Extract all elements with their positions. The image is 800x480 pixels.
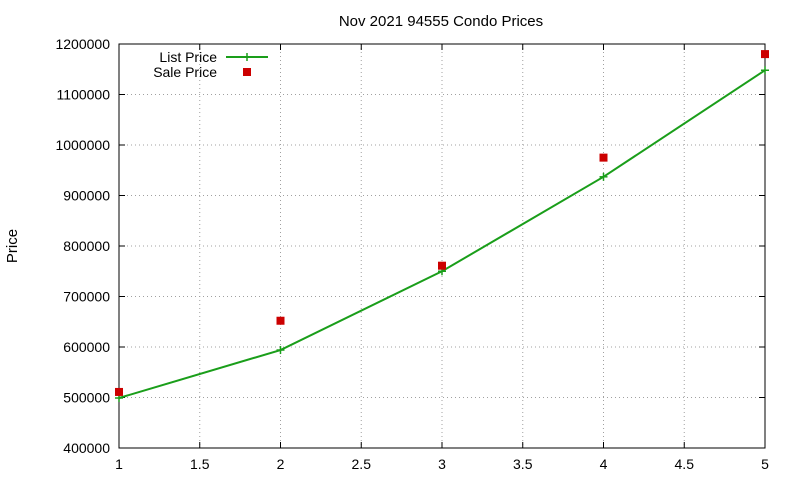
grid-lines (119, 44, 765, 448)
y-tick-label: 1100000 (57, 87, 111, 103)
sale-price-point (115, 387, 123, 396)
legend-cross-swatch (243, 53, 251, 61)
y-axis-label: Price (4, 229, 21, 263)
legend-square-swatch (243, 68, 251, 76)
sale-price-series (115, 50, 769, 396)
x-tick-label: 4.5 (675, 456, 695, 472)
list-price-point (276, 346, 285, 355)
x-tick-label: 1.5 (190, 456, 210, 472)
legend-item: Sale Price (153, 64, 251, 80)
y-tick-label: 700000 (63, 289, 110, 305)
x-tick-label: 1 (115, 456, 123, 472)
legend-item: List Price (159, 49, 268, 65)
x-tick-label: 4 (600, 456, 608, 472)
x-tick-label: 2 (277, 456, 285, 472)
list-price-point (761, 66, 769, 75)
y-tick-label: 900000 (63, 188, 110, 204)
y-tick-label: 600000 (63, 339, 110, 355)
y-tick-label: 1200000 (55, 36, 110, 52)
plot-frame (118, 43, 766, 449)
chart-title: Nov 2021 94555 Condo Prices (339, 13, 543, 30)
x-tick-label: 3 (438, 456, 446, 472)
x-tick-labels: 1 1.5 2 2.5 3 3.5 4 4.5 5 (115, 456, 769, 472)
sale-price-point (599, 153, 608, 162)
x-tick-label: 5 (761, 456, 769, 472)
list-price-point (599, 172, 608, 181)
y-tick-labels: 400000 500000 600000 700000 800000 900000 1000… (55, 36, 110, 456)
y-tick-label: 500000 (63, 390, 110, 406)
sale-price-point (276, 316, 285, 325)
x-tick-label: 2.5 (352, 456, 372, 472)
legend-label: Sale Price (153, 64, 217, 80)
sale-price-point (438, 261, 446, 270)
legend-label: List Price (159, 49, 217, 65)
series-layer (115, 50, 769, 403)
y-tick-label: 800000 (63, 238, 110, 254)
y-tick-label: 400000 (63, 440, 110, 456)
y-tick-label: 1000000 (55, 137, 110, 153)
list-price-series (115, 66, 769, 403)
sale-price-point (761, 50, 769, 59)
x-tick-label: 3.5 (513, 456, 533, 472)
